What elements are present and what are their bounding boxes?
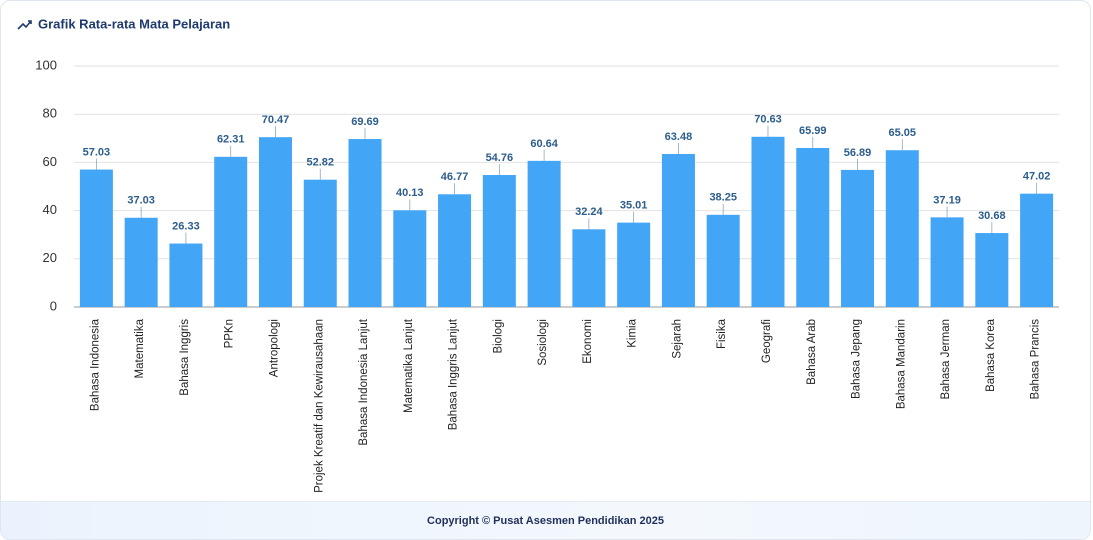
x-tick-label: Geografi (761, 319, 773, 363)
value-label: 56.89 (844, 147, 872, 159)
bar (482, 175, 516, 307)
x-tick-label: Bahasa Inggris Lanjut (448, 318, 460, 430)
bar (214, 156, 248, 307)
value-label: 35.01 (620, 200, 648, 212)
bar (258, 137, 292, 307)
bar (438, 194, 472, 307)
x-tick-label: Sejarah (671, 319, 683, 359)
bar (348, 139, 382, 307)
x-tick-label: Matematika (134, 318, 146, 378)
value-label: 40.13 (396, 187, 424, 199)
x-tick-label: Biologi (492, 319, 504, 354)
value-label: 63.48 (665, 131, 693, 143)
bar (841, 169, 875, 307)
value-label: 32.24 (575, 206, 603, 218)
chart: Grafik Rata-rata Mata Pelajaran 0 20 40 60 8… (17, 16, 1059, 493)
x-tick-label: Bahasa Indonesia (89, 318, 101, 411)
bar (79, 169, 113, 307)
x-tick-label: Matematika Lanjut (403, 318, 415, 413)
value-label: 60.64 (530, 138, 558, 150)
x-tick-label: Kimia (627, 318, 639, 347)
value-label: 26.33 (172, 220, 200, 232)
value-label: 52.82 (306, 157, 334, 169)
chart-title: Grafik Rata-rata Mata Pelajaran (38, 16, 230, 31)
y-tick-label: 100 (35, 57, 57, 72)
bar (169, 243, 203, 307)
x-tick-label: Bahasa Inggris (179, 319, 191, 396)
x-tick-label: Bahasa Indonesia Lanjut (358, 318, 370, 445)
y-tick-label: 0 (50, 298, 57, 313)
bar (975, 233, 1009, 307)
bar (572, 229, 606, 307)
x-tick-label: Bahasa Korea (985, 318, 997, 391)
x-tick-label: Fisika (716, 318, 728, 349)
value-label: 38.25 (709, 192, 737, 204)
value-label: 70.63 (754, 114, 782, 126)
y-tick-label: 40 (43, 202, 57, 217)
bar (706, 214, 740, 307)
x-tick-label: Bahasa Jerman (940, 319, 952, 400)
value-label: 30.68 (978, 210, 1006, 222)
y-tick-label: 60 (43, 154, 57, 169)
value-label: 47.02 (1023, 171, 1051, 183)
bar (393, 210, 427, 307)
bar (751, 136, 785, 307)
value-label: 37.03 (127, 195, 155, 207)
trend-icon (17, 20, 32, 30)
value-label: 46.77 (441, 171, 469, 183)
value-label: 70.47 (262, 114, 290, 126)
y-tick-label: 80 (43, 106, 57, 121)
x-tick-label: Bahasa Mandarin (895, 319, 907, 409)
x-tick-label: Bahasa Arab (806, 319, 818, 385)
value-label: 65.99 (799, 125, 827, 137)
value-label: 69.69 (351, 116, 379, 128)
bar (796, 147, 830, 307)
value-label: 65.05 (889, 127, 917, 139)
x-tick-label: Bahasa Prancis (1030, 319, 1042, 400)
x-tick-label: Bahasa Jepang (851, 319, 863, 399)
value-label: 62.31 (217, 134, 245, 146)
x-tick-label: Antropologi (269, 319, 281, 377)
value-label: 54.76 (486, 152, 514, 164)
bar (930, 217, 964, 307)
x-tick-label: Sosiologi (537, 319, 549, 366)
value-label: 57.03 (83, 146, 111, 158)
value-label: 37.19 (933, 194, 961, 206)
x-tick-label: Projek Kreatif dan Kewirausahaan (313, 319, 325, 493)
bar (661, 154, 695, 307)
bar (303, 179, 337, 307)
x-tick-label: PPKn (224, 319, 236, 348)
bar (1020, 193, 1054, 307)
bar (124, 217, 158, 307)
bar (617, 222, 651, 307)
bar (885, 150, 919, 307)
y-tick-label: 20 (43, 250, 57, 265)
x-tick-label: Ekonomi (582, 319, 594, 364)
bar (527, 160, 561, 307)
footer: Copyright © Pusat Asesmen Pendidikan 202… (1, 501, 1090, 539)
